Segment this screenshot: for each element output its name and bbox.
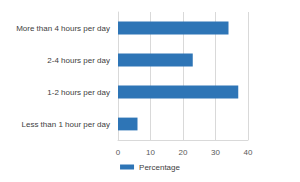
svg-text:Percentage: Percentage bbox=[139, 163, 180, 172]
svg-text:10: 10 bbox=[146, 148, 155, 157]
svg-text:More than 4 hours per day: More than 4 hours per day bbox=[16, 24, 110, 33]
svg-text:40: 40 bbox=[244, 148, 253, 157]
svg-text:1-2 hours per day: 1-2 hours per day bbox=[47, 88, 110, 97]
svg-text:2-4 hours per day: 2-4 hours per day bbox=[47, 56, 110, 65]
svg-text:Less than 1 hour per day: Less than 1 hour per day bbox=[21, 120, 110, 129]
svg-text:20: 20 bbox=[179, 148, 188, 157]
svg-text:0: 0 bbox=[116, 148, 121, 157]
svg-text:30: 30 bbox=[211, 148, 220, 157]
